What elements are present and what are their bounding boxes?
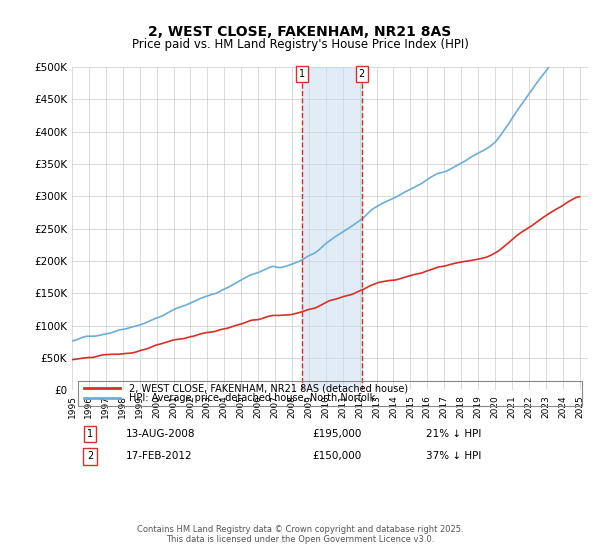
Bar bbox=[302, 67, 362, 390]
Text: 13-AUG-2008: 13-AUG-2008 bbox=[126, 429, 196, 439]
Text: 1: 1 bbox=[87, 429, 93, 439]
Text: £150,000: £150,000 bbox=[312, 451, 361, 461]
Text: 1: 1 bbox=[299, 69, 305, 78]
Text: 21% ↓ HPI: 21% ↓ HPI bbox=[426, 429, 481, 439]
Text: 17-FEB-2012: 17-FEB-2012 bbox=[126, 451, 193, 461]
Text: Price paid vs. HM Land Registry's House Price Index (HPI): Price paid vs. HM Land Registry's House … bbox=[131, 38, 469, 51]
Text: 2: 2 bbox=[359, 69, 365, 78]
Text: HPI: Average price, detached house, North Norfolk: HPI: Average price, detached house, Nort… bbox=[129, 393, 375, 403]
Text: 2, WEST CLOSE, FAKENHAM, NR21 8AS: 2, WEST CLOSE, FAKENHAM, NR21 8AS bbox=[148, 25, 452, 39]
Text: 2, WEST CLOSE, FAKENHAM, NR21 8AS (detached house): 2, WEST CLOSE, FAKENHAM, NR21 8AS (detac… bbox=[129, 383, 408, 393]
Text: 37% ↓ HPI: 37% ↓ HPI bbox=[426, 451, 481, 461]
Text: Contains HM Land Registry data © Crown copyright and database right 2025.
This d: Contains HM Land Registry data © Crown c… bbox=[137, 525, 463, 544]
Text: £195,000: £195,000 bbox=[312, 429, 361, 439]
Text: 2: 2 bbox=[87, 451, 93, 461]
